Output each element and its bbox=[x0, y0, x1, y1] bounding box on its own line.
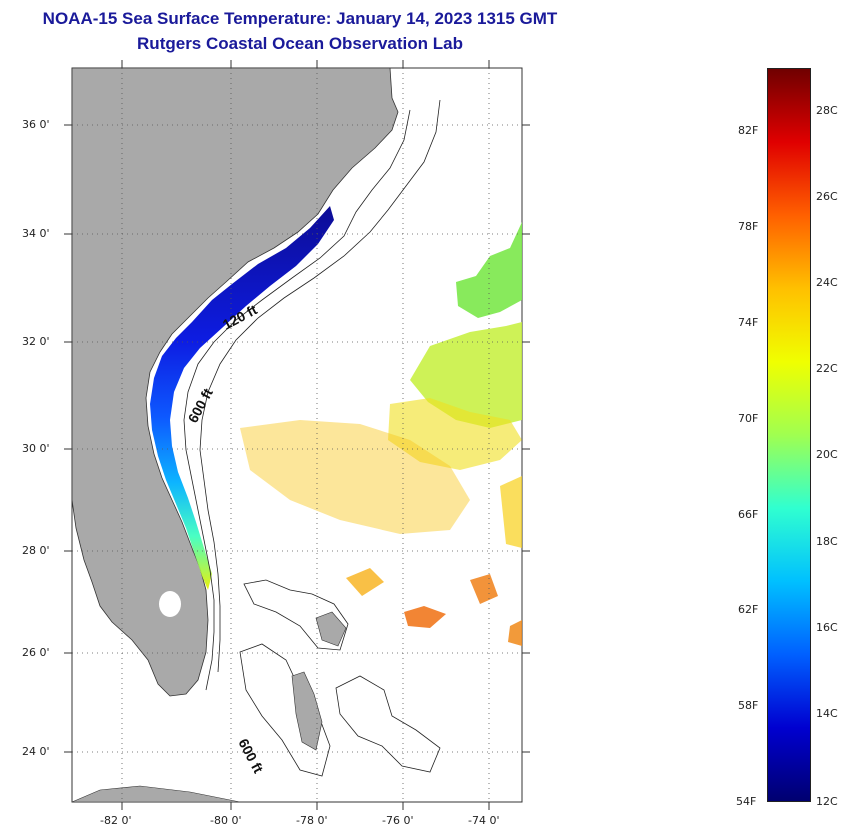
lat-label: 26 0' bbox=[22, 646, 50, 659]
colorbar-c-label: 12C bbox=[816, 795, 838, 808]
lat-label: 30 0' bbox=[22, 442, 50, 455]
temperature-colorbar bbox=[767, 68, 811, 802]
colorbar-c-label: 22C bbox=[816, 362, 838, 375]
lat-label: 28 0' bbox=[22, 544, 50, 557]
lat-label: 36 0' bbox=[22, 118, 50, 131]
colorbar-c-label: 16C bbox=[816, 621, 838, 634]
page-subtitle: Rutgers Coastal Ocean Observation Lab bbox=[137, 34, 463, 53]
colorbar-f-label: 58F bbox=[738, 699, 759, 712]
colorbar-c-label: 26C bbox=[816, 190, 838, 203]
sst-patches bbox=[240, 222, 522, 646]
cold-coastal-water bbox=[150, 206, 334, 590]
land-mainland bbox=[71, 67, 399, 697]
bahamas-land bbox=[291, 671, 323, 751]
lat-label: 32 0' bbox=[22, 335, 50, 348]
colorbar-c-label: 24C bbox=[816, 276, 838, 289]
bahamas-contour-2 bbox=[239, 643, 331, 777]
colorbar-c-label: 14C bbox=[816, 707, 838, 720]
lon-label: -82 0' bbox=[100, 814, 132, 827]
lat-label: 34 0' bbox=[22, 227, 50, 240]
bahamas-contour bbox=[243, 579, 349, 651]
colorbar-f-label: 78F bbox=[738, 220, 759, 233]
colorbar-f-label: 54F bbox=[736, 795, 757, 808]
colorbar-f-label: 82F bbox=[738, 124, 759, 137]
lon-label: -80 0' bbox=[210, 814, 242, 827]
map-grid bbox=[72, 68, 522, 802]
page-title: NOAA-15 Sea Surface Temperature: January… bbox=[42, 9, 558, 28]
colorbar-c-label: 20C bbox=[816, 448, 838, 461]
colorbar-f-label: 62F bbox=[738, 603, 759, 616]
bahamas-contour-3 bbox=[335, 675, 441, 773]
contour-120ft bbox=[183, 109, 411, 691]
colorbar-c-label: 28C bbox=[816, 104, 838, 117]
bahamas-land-2 bbox=[315, 611, 347, 647]
colorbar-f-label: 74F bbox=[738, 316, 759, 329]
lake-okeechobee bbox=[159, 591, 181, 617]
colorbar-f-label: 66F bbox=[738, 508, 759, 521]
lat-label: 24 0' bbox=[22, 745, 50, 758]
map-ticks bbox=[64, 60, 530, 810]
lon-label: -74 0' bbox=[468, 814, 500, 827]
contour-600ft bbox=[199, 99, 441, 673]
colorbar-c-label: 18C bbox=[816, 535, 838, 548]
cuba-land bbox=[71, 785, 241, 803]
colorbar-f-label: 70F bbox=[738, 412, 759, 425]
lon-label: -76 0' bbox=[382, 814, 414, 827]
lon-label: -78 0' bbox=[296, 814, 328, 827]
